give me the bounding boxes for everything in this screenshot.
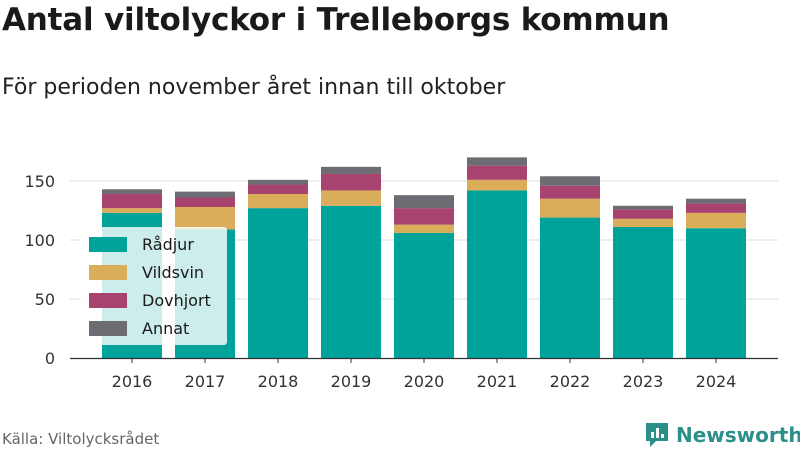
legend-label-rådjur: Rådjur xyxy=(142,235,194,254)
bar-segment-annat xyxy=(102,189,162,194)
bar-segment-annat xyxy=(686,198,746,204)
bar-segment-annat xyxy=(175,191,235,198)
x-tick-label: 2017 xyxy=(185,372,226,391)
newsworthy-logo: Newsworthy xyxy=(644,421,800,449)
bar-segment-vildsvin xyxy=(613,218,673,228)
bar-segment-vildsvin xyxy=(102,208,162,213)
legend-label-vildsvin: Vildsvin xyxy=(142,263,204,282)
x-tick-label: 2024 xyxy=(696,372,737,391)
legend-label-dovhjort: Dovhjort xyxy=(142,291,211,310)
legend: Rådjur Vildsvin Dovhjort Annat xyxy=(80,227,227,345)
y-tick-label: 150 xyxy=(24,172,55,191)
legend-swatch-dovhjort xyxy=(89,293,127,308)
bar-segment-rådjur xyxy=(613,227,673,358)
bar-segment-dovhjort xyxy=(540,185,600,199)
x-tick-label: 2022 xyxy=(550,372,591,391)
brand-name: Newsworthy xyxy=(676,423,800,447)
chart-subtitle: För perioden november året innan till ok… xyxy=(2,75,506,100)
bar-segment-rådjur xyxy=(686,228,746,358)
newsworthy-logo-icon xyxy=(646,423,668,447)
bar-segment-annat xyxy=(321,166,381,174)
legend-label-annat: Annat xyxy=(142,319,189,338)
bar-segment-vildsvin xyxy=(394,224,454,233)
x-tick-label: 2016 xyxy=(112,372,153,391)
bar-segment-vildsvin xyxy=(540,198,600,218)
x-tick-label: 2023 xyxy=(623,372,664,391)
bar-segment-vildsvin xyxy=(175,206,235,230)
x-tick-label: 2021 xyxy=(477,372,518,391)
bar-segment-vildsvin xyxy=(321,190,381,206)
bar-segment-vildsvin xyxy=(248,193,308,209)
bar-segment-dovhjort xyxy=(394,208,454,225)
source-note: Källa: Viltolycksrådet xyxy=(2,430,160,448)
y-tick-label: 0 xyxy=(45,349,55,368)
bar-segment-annat xyxy=(540,176,600,186)
legend-swatch-annat xyxy=(89,321,127,336)
y-tick-label: 50 xyxy=(35,290,55,309)
bar-segment-vildsvin xyxy=(686,212,746,229)
bar-segment-dovhjort xyxy=(102,193,162,209)
x-tick-label: 2019 xyxy=(331,372,372,391)
bar-segment-dovhjort xyxy=(175,197,235,207)
bar-segment-dovhjort xyxy=(686,203,746,213)
bar-segment-vildsvin xyxy=(467,179,527,191)
x-axis: 2016 2017 2018 2019 2020 2021 2022 2023 2024 xyxy=(70,357,778,391)
bar-segment-dovhjort xyxy=(248,184,308,194)
bar-segment-rådjur xyxy=(394,232,454,358)
bar-segment-annat xyxy=(613,205,673,210)
legend-swatch-vildsvin xyxy=(89,265,127,280)
bar-segment-dovhjort xyxy=(613,209,673,219)
y-tick-label: 100 xyxy=(24,231,55,250)
bar-segment-rådjur xyxy=(467,190,527,358)
chart-title: Antal viltolyckor i Trelleborgs kommun xyxy=(2,2,670,38)
bar-segment-rådjur xyxy=(248,208,308,358)
bar-segment-dovhjort xyxy=(467,165,527,180)
bar-segment-annat xyxy=(394,195,454,209)
bar-segment-dovhjort xyxy=(321,173,381,191)
bar-segment-annat xyxy=(248,179,308,185)
x-tick-label: 2020 xyxy=(404,372,445,391)
legend-swatch-rådjur xyxy=(89,237,127,252)
bar-segment-rådjur xyxy=(540,217,600,358)
bar-segment-rådjur xyxy=(321,205,381,358)
legend-box xyxy=(80,227,227,345)
x-tick-label: 2018 xyxy=(258,372,299,391)
bar-segment-annat xyxy=(467,157,527,166)
